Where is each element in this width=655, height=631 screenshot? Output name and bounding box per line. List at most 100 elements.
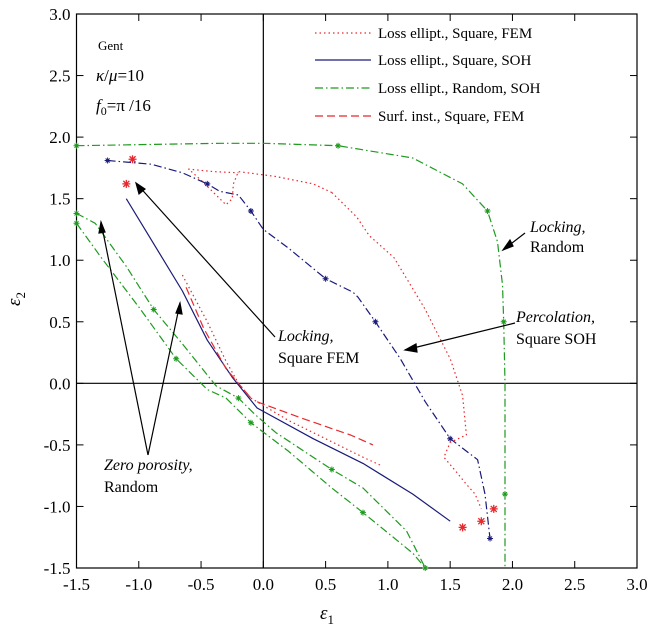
legend: Loss ellipt., Square, FEM Loss ellipt., … <box>315 26 541 125</box>
series-4-marker <box>104 157 111 164</box>
series-2-marker <box>235 395 242 402</box>
legend-label-3: Surf. inst., Square, FEM <box>378 109 524 125</box>
x-tick-label: 2.0 <box>502 575 523 594</box>
x-tick-label: 3.0 <box>626 575 647 594</box>
arrow-zero-porosity-2 <box>147 302 181 456</box>
arrow-head-zero-porosity-1 <box>98 219 106 234</box>
y-tick-label: 3.0 <box>49 5 70 24</box>
arrow-percolation <box>404 322 516 351</box>
series-0-segment-2 <box>181 274 252 399</box>
arrow-head-zero-porosity-2 <box>175 300 183 315</box>
series-2-marker <box>422 565 429 571</box>
y-tick-label: 1.5 <box>49 190 70 209</box>
y-axis-title: ε2 <box>4 292 28 306</box>
x-tick-label: -1.0 <box>125 575 152 594</box>
marks-layer <box>122 155 498 532</box>
y-tick-label: -1.5 <box>44 559 71 578</box>
x-axis-title-main: ε <box>320 603 328 624</box>
y-tick-label: 1.0 <box>49 251 70 270</box>
info-ratio: κ/μ=10 <box>96 66 144 85</box>
endpoint-mark-1 <box>128 155 137 164</box>
legend-label-2: Loss ellipt., Random, SOH <box>378 81 541 97</box>
series-2-marker <box>484 207 491 214</box>
x-tick-label: -0.5 <box>188 575 215 594</box>
series-2-marker <box>73 220 80 227</box>
legend-label-1: Loss ellipt., Square, SOH <box>378 53 531 69</box>
x-tick-label: -1.5 <box>63 575 90 594</box>
series-2-marker <box>247 419 254 426</box>
annotation-zero-porosity-l2: Random <box>104 479 159 496</box>
x-axis-title-sub: 1 <box>328 612 335 627</box>
y-axis-title-main: ε <box>4 298 25 306</box>
series-0-segment-0 <box>188 168 333 206</box>
series-0-segment-3 <box>250 397 382 467</box>
series-3-segment-0 <box>185 287 252 399</box>
x-tick-label: 0.5 <box>315 575 336 594</box>
annotation-locking-square-l1: Locking, <box>277 328 334 345</box>
annotation-locking-random-l1: Locking, <box>529 219 586 236</box>
info-porosity-f: f <box>96 96 103 115</box>
legend-label-0: Loss ellipt., Square, FEM <box>378 26 532 42</box>
annotation-zero-porosity-l1: Zero porosity, <box>104 457 193 474</box>
series-4-marker <box>247 207 254 214</box>
y-tick-label: 0.5 <box>49 313 70 332</box>
y-tick-label: 0.0 <box>49 374 70 393</box>
series-2-marker <box>150 306 157 313</box>
annotations: Locking, Random Percolation, Square SOH … <box>104 219 597 496</box>
series-2-segment-0 <box>76 142 506 568</box>
series-2-marker <box>501 491 508 498</box>
endpoint-mark-2 <box>458 523 467 532</box>
y-tick-label: -1.0 <box>44 497 71 516</box>
series-2-marker <box>73 142 80 149</box>
series-0-segment-1 <box>331 192 482 510</box>
series-4-marker <box>447 435 454 442</box>
series-2-marker <box>73 210 80 217</box>
y-tick-label: -0.5 <box>44 436 71 455</box>
arrow-locking-square <box>135 182 276 338</box>
y-tick-label: 2.5 <box>49 67 70 86</box>
series-2-marker <box>335 142 342 149</box>
plot-frame <box>75 13 638 569</box>
series-4-marker <box>204 180 211 187</box>
arrow-zero-porosity-1 <box>100 221 149 456</box>
annotation-arrows <box>98 181 526 456</box>
info-material: Gent <box>98 38 124 53</box>
arrow-head-locking-square <box>134 181 147 196</box>
series-1-segment-0 <box>125 198 451 522</box>
info-box: Gent κ/μ=10 f0=π /16 <box>96 38 151 118</box>
info-ratio-mu: μ <box>108 66 118 85</box>
x-tick-label: 0.0 <box>253 575 274 594</box>
info-porosity: f0=π /16 <box>96 96 151 118</box>
series-2-marker <box>173 355 180 362</box>
y-axis-title-sub: 2 <box>13 292 28 299</box>
series-4-marker <box>322 275 329 282</box>
series-2-marker <box>359 509 366 516</box>
series-2-marker <box>500 318 507 325</box>
series-layer <box>73 142 508 571</box>
x-axis-title: ε1 <box>320 603 334 627</box>
series-3-segment-1 <box>256 401 374 446</box>
series-2-segment-1 <box>76 212 426 569</box>
series-2-segment-2 <box>76 222 426 569</box>
series-2-marker <box>328 466 335 473</box>
endpoint-mark-3 <box>477 517 486 526</box>
info-ratio-kappa: κ <box>96 66 105 85</box>
x-tick-label: 1.0 <box>377 575 398 594</box>
info-porosity-sub: 0 <box>101 104 107 118</box>
annotation-percolation-l2: Square SOH <box>516 331 597 348</box>
annotation-locking-random-l2: Random <box>530 239 585 256</box>
x-tick-label: 2.5 <box>564 575 585 594</box>
axes-layer: -1.5 -1.0 -0.5 0.0 0.5 1.0 1.5 2.0 2.5 3.0 -1.5 -1.… <box>44 5 648 594</box>
arrow-head-percolation <box>403 343 418 353</box>
info-porosity-value: =π /16 <box>107 96 151 115</box>
x-tick-label: 1.5 <box>440 575 461 594</box>
annotation-locking-square-l2: Square FEM <box>278 350 359 367</box>
endpoint-mark-0 <box>122 179 131 188</box>
series-4-marker <box>372 318 379 325</box>
arrow-head-locking-random <box>501 238 514 252</box>
info-ratio-value: =10 <box>117 66 144 85</box>
series-4-marker <box>487 535 494 542</box>
annotation-percolation-l1: Percolation, <box>515 309 595 326</box>
endpoint-mark-4 <box>489 504 498 513</box>
